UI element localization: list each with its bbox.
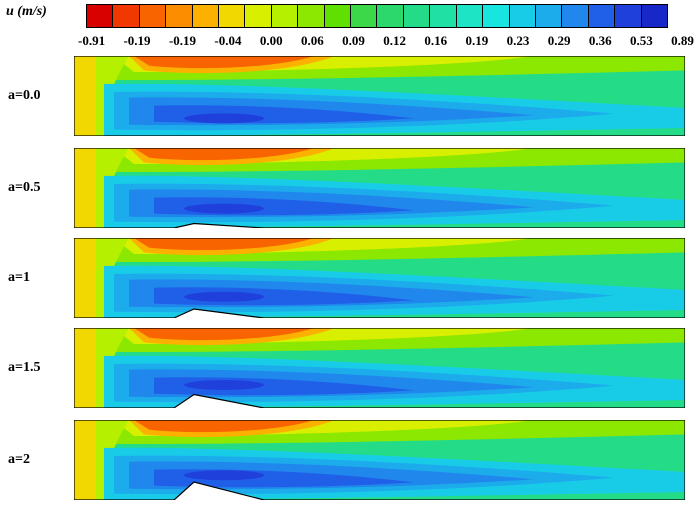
legend-swatch	[113, 5, 140, 27]
legend-swatch	[271, 5, 299, 27]
legend-tick-label: 0.16	[424, 33, 448, 48]
panel-label: a=1.5	[8, 360, 41, 375]
legend-swatch	[245, 5, 272, 27]
contour-panel	[74, 56, 685, 136]
legend-tick-label: -0.04	[214, 33, 242, 48]
panel-label: a=1	[8, 270, 30, 285]
legend-swatch	[219, 5, 246, 27]
legend-tick-label: -0.19	[168, 33, 197, 48]
color-legend-tick-labels: -0.91 -0.19 -0.19 -0.04 0.00 0.06 0.09 0.12 0.16…	[78, 33, 694, 49]
legend-tick-label: -0.91	[78, 33, 106, 48]
contour-panel	[74, 148, 685, 228]
legend-swatch	[483, 5, 510, 27]
legend-tick-label: 0.00	[259, 33, 283, 48]
legend-title-text: u (m/s)	[6, 4, 47, 19]
legend-swatch	[166, 5, 193, 27]
legend-swatch	[377, 5, 404, 27]
legend-tick-label: 0.36	[588, 33, 612, 48]
legend-swatch	[351, 5, 378, 27]
legend-swatch	[192, 5, 220, 27]
legend-swatch	[535, 5, 563, 27]
color-legend-bar	[86, 4, 668, 28]
legend-swatch	[456, 5, 484, 27]
legend-tick-label: 0.19	[465, 33, 489, 48]
legend-tick-label: 0.09	[342, 33, 365, 48]
legend-swatch	[298, 5, 325, 27]
legend-swatch	[87, 5, 114, 27]
legend-tick-label: -0.19	[123, 33, 151, 48]
legend-tick-label: 0.29	[547, 33, 571, 48]
panel-label: a=2	[8, 452, 30, 467]
legend-swatch	[139, 5, 167, 27]
contour-panel	[74, 238, 685, 318]
panel-label: a=0.5	[8, 180, 41, 195]
legend-title: u (m/s)	[6, 4, 47, 20]
legend-swatch	[641, 5, 667, 27]
contour-panel	[74, 420, 685, 500]
legend-tick-label: 0.89	[671, 33, 694, 48]
legend-swatch	[588, 5, 616, 27]
legend-tick-label: 0.06	[301, 33, 324, 48]
legend-tick-label: 0.23	[506, 33, 530, 48]
legend-swatch	[403, 5, 431, 27]
legend-tick-label: 0.12	[383, 33, 406, 48]
legend-tick-label: 0.53	[630, 33, 653, 48]
legend-swatch	[615, 5, 642, 27]
legend-swatch	[430, 5, 457, 27]
legend-swatch	[509, 5, 536, 27]
contour-panel	[74, 328, 685, 408]
legend-swatch	[562, 5, 589, 27]
panel-label: a=0.0	[8, 88, 41, 103]
legend-swatch	[324, 5, 352, 27]
